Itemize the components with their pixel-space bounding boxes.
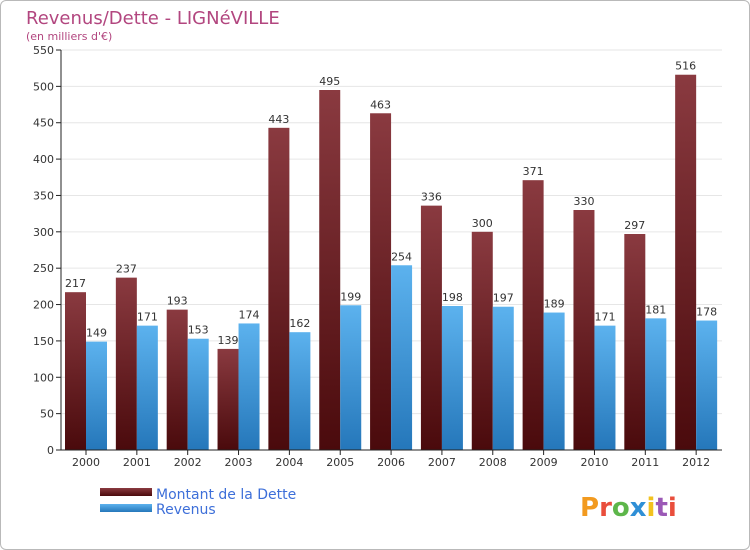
data-label: 336 [421, 191, 442, 204]
y-tick-label: 250 [33, 262, 54, 275]
data-label: 300 [472, 217, 493, 230]
y-tick-label: 550 [33, 44, 54, 57]
bar-debt [675, 74, 697, 451]
bar-debt [217, 348, 239, 450]
bar-revenue [543, 312, 565, 450]
bar-revenue [187, 338, 209, 450]
data-label: 197 [493, 292, 514, 305]
data-label: 463 [370, 98, 391, 111]
bar-revenue [696, 320, 718, 450]
x-tick-label: 2011 [631, 456, 659, 469]
data-label: 149 [86, 327, 107, 340]
bar-revenue [645, 318, 667, 450]
y-tick-label: 500 [33, 80, 54, 93]
bar-debt [624, 234, 646, 450]
chart-subtitle: (en milliers d'€) [26, 30, 112, 43]
bar-debt [471, 231, 493, 450]
x-tick-label: 2007 [428, 456, 456, 469]
data-label: 139 [218, 334, 239, 347]
data-label: 371 [523, 165, 544, 178]
y-tick-label: 400 [33, 153, 54, 166]
legend-label-debt: Montant de la Dette [156, 487, 296, 503]
data-label: 217 [65, 277, 86, 290]
data-label: 297 [624, 219, 645, 232]
data-label: 199 [340, 290, 361, 303]
y-tick-label: 300 [33, 226, 54, 239]
x-tick-label: 2002 [174, 456, 202, 469]
bar-revenue [391, 265, 413, 450]
legend: Montant de la Dette Revenus [100, 487, 296, 518]
data-label: 193 [167, 295, 188, 308]
y-tick-label: 150 [33, 335, 54, 348]
data-label: 189 [544, 298, 565, 311]
bar-debt [522, 180, 544, 450]
x-tick-label: 2008 [479, 456, 507, 469]
data-label: 171 [137, 311, 158, 324]
x-tick-label: 2001 [123, 456, 151, 469]
bar-debt [420, 205, 442, 450]
proxiti-logo: Proxiti [580, 493, 677, 523]
bar-revenue [492, 306, 514, 450]
bar-revenue [238, 323, 260, 450]
y-tick-label: 50 [40, 408, 54, 421]
x-tick-label: 2010 [580, 456, 608, 469]
x-tick-label: 2012 [682, 456, 710, 469]
data-label: 178 [696, 306, 717, 319]
x-tick-label: 2003 [225, 456, 253, 469]
logo-text: Proxiti [580, 493, 677, 523]
bar-revenue [441, 306, 463, 450]
data-label: 254 [391, 250, 412, 263]
bar-debt [115, 277, 137, 450]
bar-debt [370, 113, 392, 450]
y-tick-label: 0 [47, 444, 54, 457]
x-tick-label: 2005 [326, 456, 354, 469]
bar-debt [573, 210, 595, 450]
bars [65, 74, 718, 451]
data-label: 237 [116, 263, 137, 276]
bar-debt [166, 309, 188, 450]
x-tick-label: 2004 [275, 456, 303, 469]
data-label: 174 [239, 308, 260, 321]
data-label: 153 [188, 324, 209, 337]
data-label: 181 [645, 303, 666, 316]
data-label: 516 [675, 60, 696, 73]
legend-swatch-debt [100, 488, 152, 496]
bar-revenue [289, 332, 311, 450]
data-label: 495 [319, 75, 340, 88]
chart-title: Revenus/Dette - LIGNéVILLE [26, 8, 280, 29]
y-tick-label: 100 [33, 371, 54, 384]
bar-debt [268, 127, 290, 451]
y-tick-label: 450 [33, 117, 54, 130]
bar-debt [65, 292, 86, 450]
data-label: 330 [573, 195, 594, 208]
data-label: 171 [594, 311, 615, 324]
legend-swatch-revenue [100, 504, 152, 512]
y-axis-ticks: 0 50 100 150 200 250 300 350 400 450 500 550 [33, 44, 61, 457]
data-label: 198 [442, 291, 463, 304]
bar-revenue [594, 325, 616, 450]
data-label: 443 [268, 113, 289, 126]
y-tick-label: 350 [33, 189, 54, 202]
data-label: 162 [289, 317, 310, 330]
bar-revenue [136, 325, 158, 450]
x-tick-label: 2000 [72, 456, 100, 469]
bar-revenue [86, 341, 107, 450]
x-tick-label: 2009 [530, 456, 558, 469]
legend-label-revenue: Revenus [156, 502, 216, 518]
bar-revenue [340, 305, 362, 450]
x-axis-ticks: 2000 2001 2002 2003 2004 2005 2006 2007 2008 2009… [72, 450, 710, 469]
x-tick-label: 2006 [377, 456, 405, 469]
bar-debt [319, 90, 341, 450]
y-tick-label: 200 [33, 299, 54, 312]
